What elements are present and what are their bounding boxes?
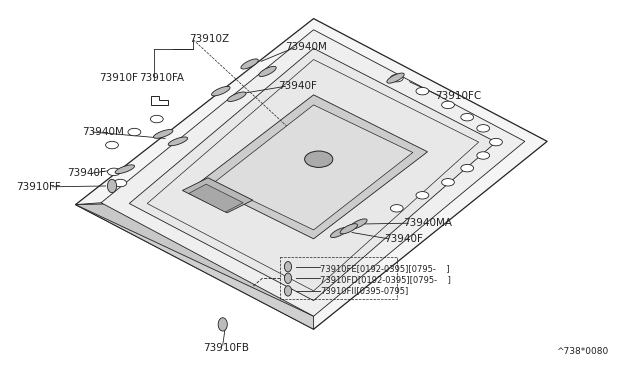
Text: 73910F: 73910F — [99, 73, 138, 83]
Circle shape — [150, 115, 163, 123]
Polygon shape — [129, 48, 496, 301]
Polygon shape — [76, 203, 314, 329]
Text: 73940F: 73940F — [384, 234, 423, 244]
Polygon shape — [330, 227, 348, 238]
Text: 73940MA: 73940MA — [403, 218, 452, 228]
Polygon shape — [340, 224, 358, 234]
Circle shape — [461, 164, 474, 172]
Text: 73910FB: 73910FB — [204, 343, 250, 353]
Polygon shape — [284, 286, 292, 296]
Polygon shape — [189, 184, 243, 212]
Circle shape — [461, 113, 474, 121]
Circle shape — [442, 101, 454, 109]
Polygon shape — [214, 105, 413, 230]
Text: 73910FII[0395-0795]: 73910FII[0395-0795] — [320, 286, 408, 295]
Text: 73940M: 73940M — [285, 42, 326, 51]
Polygon shape — [154, 129, 173, 138]
Polygon shape — [200, 95, 428, 239]
Polygon shape — [284, 273, 292, 283]
Circle shape — [416, 192, 429, 199]
Circle shape — [108, 168, 120, 176]
Text: 73940M: 73940M — [82, 127, 124, 137]
Text: 73910FC: 73910FC — [435, 91, 481, 101]
Text: 73940F: 73940F — [67, 168, 106, 178]
Polygon shape — [284, 262, 292, 272]
Circle shape — [477, 125, 490, 132]
Circle shape — [390, 205, 403, 212]
Polygon shape — [115, 165, 134, 174]
Text: 73910FE[0192-0395][0795-    ]: 73910FE[0192-0395][0795- ] — [320, 264, 450, 273]
Circle shape — [106, 141, 118, 149]
Polygon shape — [349, 219, 367, 229]
Polygon shape — [212, 86, 230, 96]
Polygon shape — [241, 59, 259, 69]
Polygon shape — [168, 137, 188, 146]
Circle shape — [477, 152, 490, 159]
Text: 73910FD[0192-0395][0795-    ]: 73910FD[0192-0395][0795- ] — [320, 275, 451, 284]
Text: 73910Z: 73910Z — [189, 34, 229, 44]
Circle shape — [390, 74, 403, 82]
Polygon shape — [387, 73, 404, 83]
Polygon shape — [101, 30, 525, 316]
Polygon shape — [228, 92, 246, 102]
Polygon shape — [218, 318, 227, 331]
Circle shape — [490, 138, 502, 146]
Polygon shape — [259, 66, 276, 77]
Polygon shape — [76, 19, 547, 329]
Circle shape — [114, 179, 127, 187]
Text: 73940F: 73940F — [278, 81, 317, 90]
Text: 73910FF: 73910FF — [16, 182, 61, 192]
Polygon shape — [182, 178, 253, 213]
Circle shape — [442, 179, 454, 186]
Polygon shape — [108, 179, 116, 193]
Text: 73910FA: 73910FA — [140, 73, 184, 83]
Circle shape — [128, 128, 141, 136]
Polygon shape — [76, 203, 314, 316]
Circle shape — [416, 87, 429, 95]
Text: ^738*0080: ^738*0080 — [556, 347, 608, 356]
Circle shape — [305, 151, 333, 167]
